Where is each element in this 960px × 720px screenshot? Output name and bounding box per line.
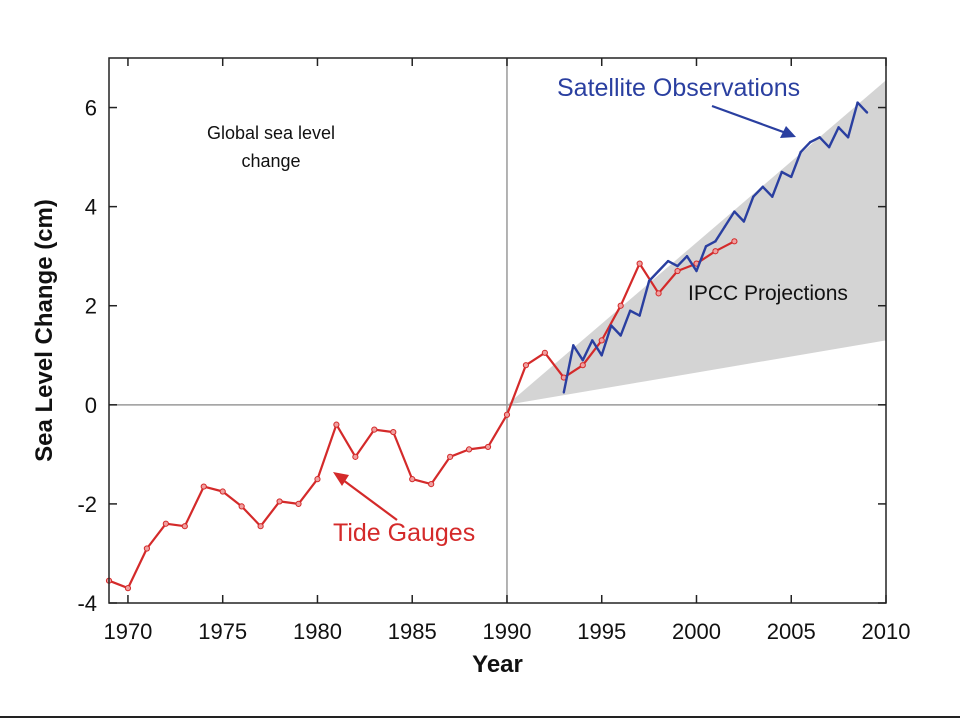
satellite-observations-point — [808, 141, 812, 144]
x-tick-label: 1975 — [198, 619, 247, 644]
satellite-observations-label: Satellite Observations — [557, 74, 800, 102]
tide-gauges-point — [428, 480, 435, 488]
x-axis-title: Year — [472, 651, 523, 678]
tide-gauges-point — [352, 453, 359, 460]
satellite-arrow-line — [711, 104, 787, 135]
satellite-observations-point — [723, 225, 727, 228]
tide-gauges-point — [541, 349, 548, 356]
tide-gauges-point — [409, 476, 416, 483]
satellite-observations-point — [771, 195, 774, 198]
satellite-observations-point — [695, 269, 698, 273]
tide-arrow-line — [342, 479, 398, 521]
satellite-observations-point — [572, 344, 575, 347]
x-tick-label: 1980 — [293, 619, 342, 644]
satellite-observations-point — [827, 145, 831, 149]
y-tick-label: 2 — [85, 294, 97, 319]
satellite-observations-point — [865, 111, 869, 114]
ipcc-projection-band — [506, 80, 886, 405]
satellite-observations-point — [752, 195, 755, 198]
tide-gauges-point — [314, 476, 321, 483]
satellite-observations-point — [704, 245, 708, 248]
satellite-observations-point — [799, 150, 802, 154]
satellite-observations-point — [676, 264, 679, 268]
tide-gauges-point — [731, 238, 738, 245]
tide-gauges-point — [238, 503, 245, 510]
satellite-observations-point — [581, 359, 584, 362]
x-tick-label: 2010 — [862, 619, 911, 644]
satellite-observations-point — [666, 259, 670, 263]
tide-gauges-label: Tide Gauges — [333, 519, 475, 547]
tide-gauges-point — [124, 585, 132, 592]
tide-gauges-point — [447, 453, 454, 460]
tide-gauges-point — [465, 446, 473, 453]
tide-gauges-point — [522, 362, 530, 369]
satellite-observations-point — [591, 339, 594, 342]
tide-gauges-point — [390, 428, 397, 436]
satellite-arrow-head — [780, 126, 796, 138]
tide-gauges-point — [162, 520, 169, 527]
tide-gauges-line — [108, 240, 735, 590]
satellite-observations-point — [733, 210, 736, 213]
satellite-observations-point — [780, 170, 783, 174]
tide-gauges-point — [333, 421, 340, 428]
satellite-observations-point — [685, 254, 689, 258]
y-tick-label: -4 — [77, 591, 97, 616]
tide-gauges-point — [598, 337, 605, 344]
y-tick-label: 6 — [85, 96, 97, 121]
tide-gauges-point — [503, 411, 511, 418]
x-tick-label: 2000 — [672, 619, 721, 644]
x-tick-label: 1995 — [577, 619, 626, 644]
satellite-observations-point — [638, 314, 641, 317]
satellite-observations-point — [761, 185, 765, 189]
y-tick-label: -2 — [77, 492, 97, 517]
plot-frame — [108, 57, 887, 604]
satellite-observations-point — [837, 126, 840, 129]
satellite-observations-point — [790, 175, 793, 179]
x-tick-label: 1990 — [482, 619, 531, 644]
satellite-observations-point — [742, 220, 746, 223]
y-tick-label: 4 — [85, 195, 97, 220]
satellite-observations-point — [628, 309, 632, 312]
ipcc-projections-label: IPCC Projections — [688, 282, 848, 305]
satellite-observations-point — [856, 101, 859, 104]
x-tick-label: 1985 — [388, 619, 437, 644]
satellite-observations-point — [714, 240, 717, 243]
satellite-observations-point — [818, 136, 821, 139]
tide-gauges-point — [295, 500, 302, 508]
satellite-observations-point — [846, 136, 850, 139]
satellite-observations-point — [647, 279, 651, 283]
global-sea-level-annotation: Global sea level change — [207, 123, 335, 171]
satellite-observations-point — [562, 391, 566, 394]
tide-gauges-point — [674, 267, 681, 275]
tide-gauges-point — [257, 523, 264, 530]
tide-gauges-point — [371, 426, 378, 433]
tide-gauges-point — [655, 290, 662, 297]
tide-gauges-point — [484, 443, 492, 451]
tide-arrow-head — [333, 472, 349, 486]
tide-gauges-point — [617, 302, 624, 309]
y-axis-title: Sea Level Change (cm) — [31, 199, 58, 462]
satellite-observations-point — [657, 269, 660, 273]
tide-gauges-point — [200, 483, 207, 490]
x-tick-label: 2005 — [767, 619, 816, 644]
tide-gauges-point — [636, 260, 643, 267]
satellite-observations-point — [600, 354, 603, 357]
y-tick-label: 0 — [85, 393, 97, 418]
tide-gauges-point — [181, 523, 188, 530]
tide-gauges-point — [276, 498, 283, 505]
tide-gauges-point — [579, 362, 586, 369]
satellite-observations-point — [619, 334, 622, 337]
tide-gauges-point — [219, 488, 226, 495]
satellite-observations-point — [610, 324, 613, 327]
x-tick-label: 1970 — [103, 619, 152, 644]
tide-gauges-point — [143, 545, 151, 552]
tide-gauges-point — [712, 248, 719, 255]
